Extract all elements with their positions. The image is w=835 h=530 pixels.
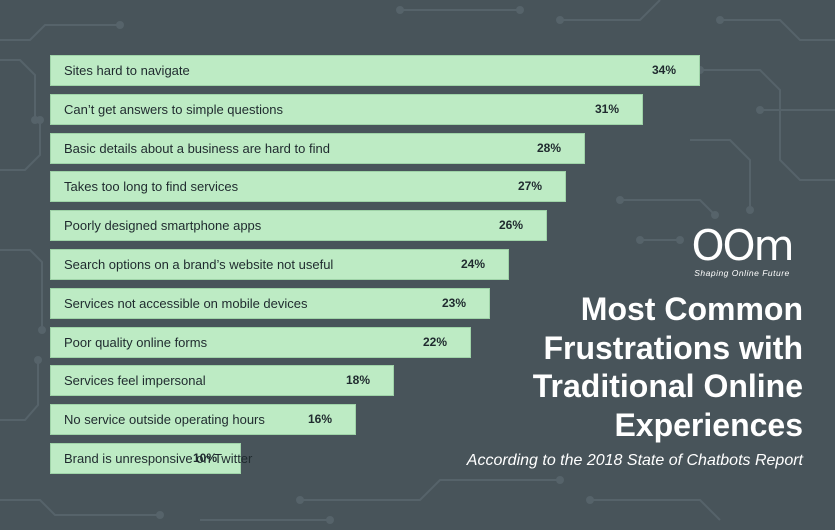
bar-category-label: Poor quality online forms	[64, 335, 208, 350]
chart-title: Most Common Frustrations with Traditiona…	[532, 291, 803, 443]
bar-value-label: 24%	[460, 257, 485, 271]
bar-category-label: No service outside operating hours	[64, 412, 265, 427]
bar-value-label: 27%	[517, 179, 542, 193]
bar	[50, 443, 241, 474]
bar	[50, 249, 509, 280]
bar	[50, 171, 566, 202]
bar-category-label: Search options on a brand’s website not …	[64, 257, 334, 272]
bar-value-label: 23%	[441, 296, 466, 310]
bar-value-label: 26%	[498, 218, 523, 232]
bar	[50, 327, 471, 358]
bar-category-label: Services feel impersonal	[64, 373, 206, 388]
bar	[50, 94, 643, 125]
bar-value-label: 16%	[307, 412, 332, 426]
bar	[50, 288, 490, 319]
bar-value-label: 10%	[192, 451, 217, 465]
bar	[50, 210, 547, 241]
bar-value-label: 22%	[422, 335, 447, 349]
bar-category-label: Sites hard to navigate	[64, 63, 190, 78]
bar	[50, 133, 585, 164]
bar	[50, 365, 394, 396]
bar-category-label: Services not accessible on mobile device…	[64, 296, 308, 311]
bar-category-label: Basic details about a business are hard …	[64, 141, 330, 156]
bar-value-label: 31%	[594, 102, 619, 116]
bar-category-label: Can’t get answers to simple questions	[64, 102, 283, 117]
bar-category-label: Takes too long to find services	[64, 179, 239, 194]
bar	[50, 404, 356, 435]
bar	[50, 55, 700, 86]
logo-mark: OOm	[691, 221, 794, 270]
bar-category-label: Poorly designed smartphone apps	[64, 218, 262, 233]
chart-subtitle: According to the 2018 State of Chatbots …	[466, 452, 803, 469]
bar-category-label: Brand is unresponsive on Twitter	[64, 451, 253, 466]
logo-tagline: Shaping Online Future	[694, 268, 790, 278]
bar-value-label: 18%	[345, 373, 370, 387]
oom-logo: OOm Shaping Online Future	[677, 221, 807, 279]
bar-value-label: 28%	[536, 141, 561, 155]
bar-value-label: 34%	[651, 63, 676, 77]
